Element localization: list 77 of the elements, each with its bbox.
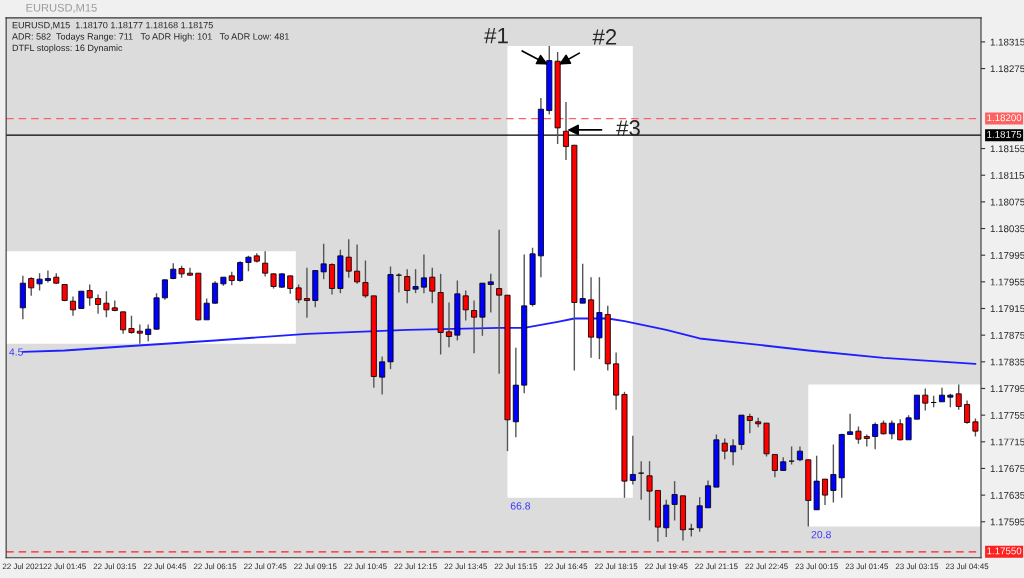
candlestick — [303, 267, 310, 319]
candlestick — [262, 250, 269, 278]
y-tick-label: 1.18035 — [990, 225, 1024, 233]
y-tick-label: 1.17755 — [990, 411, 1024, 419]
y-tick-label: 1.17955 — [990, 278, 1024, 286]
candlestick — [186, 267, 193, 277]
y-tick-label: 1.17635 — [990, 491, 1024, 499]
y-tick-label: 1.17875 — [990, 331, 1024, 339]
y-tick-label: 1.18155 — [990, 145, 1024, 153]
y-tick-label: 1.18315 — [990, 38, 1024, 46]
y-tick-label: 1.18075 — [990, 198, 1024, 206]
y-tick-label: 1.18275 — [990, 65, 1024, 73]
annotation: ADR: 582 Todays Range: 711 To ADR High: 101 To ADR Low: 481 — [12, 33, 289, 42]
y-tick-label: 1.18115 — [990, 171, 1024, 179]
candlestick — [922, 387, 929, 412]
candlestick — [471, 299, 478, 354]
candlestick — [161, 278, 168, 301]
candlestick — [696, 496, 703, 533]
candlestick — [646, 460, 653, 522]
candlestick — [44, 269, 51, 284]
y-tick-label: 1.17795 — [990, 385, 1024, 393]
band-label: 4.5 — [9, 348, 23, 356]
y-tick-label: 1.17835 — [990, 358, 1024, 366]
candlestick — [379, 355, 386, 396]
candlestick — [404, 268, 411, 304]
y-tick-label: 1.17595 — [990, 518, 1024, 526]
candlestick — [905, 414, 912, 441]
annotation: #3 — [616, 120, 640, 136]
y-tick-label: 1.17675 — [990, 465, 1024, 473]
candlestick — [28, 276, 35, 297]
candlestick — [638, 460, 645, 501]
candlestick — [872, 421, 879, 450]
y-tick-label: 1.17995 — [990, 251, 1024, 259]
candlestick — [295, 283, 302, 304]
candlestick — [746, 413, 753, 434]
candlestick — [671, 480, 678, 522]
annotation: EURUSD,M15 1.18170 1.18177 1.18168 1.18175 — [12, 21, 213, 30]
candlestick — [730, 438, 737, 466]
ref-line-label: 1.17550 — [987, 547, 1022, 555]
candlestick — [429, 267, 436, 304]
candlestick — [354, 243, 361, 285]
candlestick — [487, 273, 494, 314]
ref-line-label: 1.18175 — [987, 130, 1022, 138]
candlestick — [329, 262, 336, 296]
candlestick — [847, 413, 854, 436]
chart-title: EURUSD,M15 — [26, 3, 97, 13]
candlestick — [964, 399, 971, 425]
candlestick — [412, 268, 419, 294]
candlestick — [237, 260, 244, 283]
candlestick — [629, 435, 636, 486]
candlestick — [212, 280, 219, 305]
annotation: #1 — [484, 27, 508, 44]
ref-line-label: 1.18200 — [987, 114, 1022, 122]
candlestick — [136, 323, 143, 345]
y-tick-label: 1.17915 — [990, 305, 1024, 313]
candlestick — [420, 253, 427, 294]
candlestick — [822, 478, 829, 506]
candlestick — [705, 479, 712, 509]
candlestick — [120, 311, 127, 335]
candlestick — [771, 453, 778, 478]
candlestick — [362, 259, 369, 299]
candlestick — [888, 419, 895, 440]
candlestick — [755, 417, 762, 428]
band-label: 66.8 — [510, 502, 531, 510]
line-series — [21, 317, 977, 365]
annotation: DTFL stoploss: 16 Dynamic — [12, 44, 123, 53]
candlestick — [95, 293, 102, 315]
candlestick — [913, 394, 920, 420]
y-tick-label: 1.17715 — [990, 438, 1024, 446]
annotation: #2 — [592, 29, 617, 45]
band-label: 20.8 — [811, 530, 831, 539]
candlestick — [445, 301, 453, 348]
candlestick — [663, 499, 670, 538]
candlestick — [721, 437, 728, 460]
candlestick — [69, 295, 76, 317]
candlestick — [496, 229, 503, 375]
candlestick — [103, 290, 110, 318]
